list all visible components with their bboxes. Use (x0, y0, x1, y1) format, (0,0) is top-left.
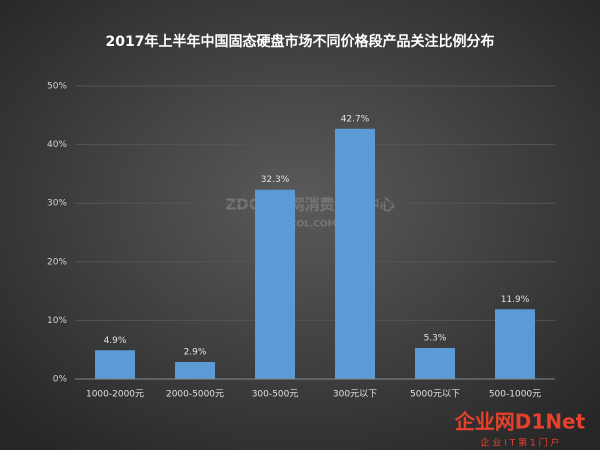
y-tick-label: 10% (47, 316, 67, 326)
bar (255, 189, 295, 379)
bar (175, 362, 215, 379)
data-label: 32.3% (261, 175, 290, 185)
bar (495, 309, 535, 379)
chart-title: 2017年上半年中国固态硬盘市场不同价格段产品关注比例分布 (106, 33, 495, 50)
plot-area: 0% 10% 20% 30% 40% 50% 1000-2000元 4.9% 2000-5000… (47, 82, 555, 400)
watermark-url: ZDC.ZOL.COM.CN (266, 220, 354, 230)
logo-tagline: 企 业 I T 第 1 门 户 (481, 437, 560, 449)
y-tick-label: 40% (47, 140, 67, 150)
x-tick-label: 2000-5000元 (166, 390, 224, 400)
x-tick-label: 500-1000元 (489, 390, 541, 400)
x-tick-label: 300-500元 (252, 390, 299, 400)
data-label: 4.9% (104, 336, 127, 346)
y-tick-label: 0% (53, 375, 68, 385)
y-tick-label: 30% (47, 199, 67, 209)
x-tick-label: 300元以下 (333, 390, 377, 400)
x-tick-label: 1000-2000元 (86, 390, 144, 400)
y-tick-label: 50% (47, 82, 67, 92)
data-label: 5.3% (424, 333, 447, 343)
x-tick-label: 5000元以下 (410, 390, 460, 400)
data-label: 42.7% (341, 114, 370, 124)
data-label: 11.9% (501, 295, 530, 305)
y-tick-label: 20% (47, 257, 67, 267)
bar (415, 347, 455, 379)
data-label: 2.9% (184, 348, 207, 358)
bar (335, 128, 375, 379)
bar (95, 350, 135, 379)
logo: 企业网D1Net (454, 410, 586, 434)
